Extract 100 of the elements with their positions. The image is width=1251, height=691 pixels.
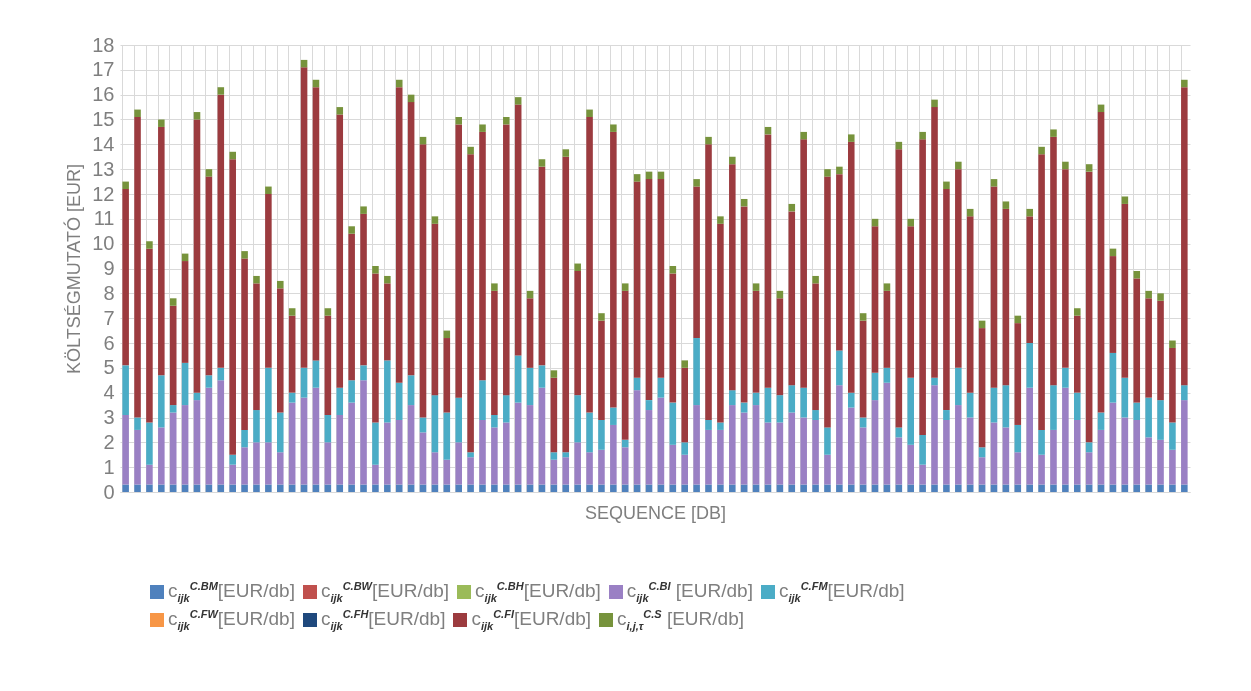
- bar: [538, 365, 546, 388]
- bar: [479, 380, 486, 420]
- bar: [1074, 419, 1081, 485]
- bar: [598, 320, 605, 420]
- bar: [372, 464, 379, 485]
- bar: [740, 412, 748, 485]
- bar: [978, 457, 986, 485]
- bar: [419, 432, 427, 485]
- bar: [1074, 392, 1081, 420]
- bar: [181, 405, 189, 485]
- bar: [1133, 484, 1141, 492]
- bar: [146, 248, 153, 423]
- bar: [776, 422, 784, 485]
- bar: [824, 169, 831, 177]
- bar: [1121, 203, 1129, 378]
- bar: [1062, 484, 1069, 492]
- bar: [550, 377, 558, 453]
- bar: [455, 397, 462, 443]
- bar: [241, 447, 248, 485]
- bar: [610, 484, 617, 492]
- bar: [1038, 146, 1045, 155]
- bar: [336, 114, 344, 388]
- y-tick-label: 8: [103, 281, 115, 304]
- y-tick-label: 2: [103, 430, 115, 453]
- bar: [705, 136, 712, 145]
- bar: [1145, 484, 1152, 492]
- bar: [955, 169, 962, 368]
- bar: [1062, 161, 1069, 170]
- bar: [836, 385, 843, 485]
- legend-label: c$_{ijk}$$^{C.FH}$[EUR/db]: [320, 608, 446, 633]
- bar: [1145, 437, 1152, 485]
- bar: [943, 181, 950, 190]
- bar: [348, 402, 355, 485]
- bar: [955, 484, 962, 492]
- bar: [1062, 367, 1069, 388]
- bar: [752, 283, 760, 291]
- bar: [205, 176, 213, 376]
- bar: [538, 159, 546, 167]
- bar: [169, 405, 177, 413]
- bar: [717, 216, 724, 224]
- bar: [1014, 452, 1022, 485]
- legend-label: c$_{ijk}$$^{C.BM}$[EUR/db]: [168, 580, 295, 605]
- bar: [419, 144, 427, 418]
- bar: [1014, 424, 1022, 453]
- bar: [1002, 385, 1010, 428]
- bar: [122, 181, 129, 190]
- bar: [336, 415, 344, 485]
- legend-label: c$_{ijk}$$^{C.BH}$[EUR/db]: [475, 580, 601, 605]
- bar: [1145, 397, 1152, 438]
- bar: [431, 395, 439, 453]
- bar: [669, 273, 677, 403]
- bar: [871, 400, 879, 485]
- bar: [586, 117, 593, 413]
- bar: [907, 484, 915, 492]
- bar: [514, 402, 522, 485]
- bar: [134, 109, 141, 118]
- bar: [836, 350, 843, 386]
- bar: [491, 427, 498, 485]
- bar: [384, 275, 391, 284]
- bar: [764, 134, 772, 388]
- bar: [360, 206, 367, 214]
- bar: [800, 139, 807, 388]
- bar: [158, 427, 165, 485]
- bar: [895, 437, 903, 485]
- bar: [562, 452, 570, 458]
- bar: [217, 94, 225, 368]
- bar: [621, 290, 629, 440]
- bar: [1133, 270, 1141, 279]
- bar: [324, 415, 332, 443]
- bar: [966, 208, 974, 217]
- bar: [955, 161, 962, 170]
- bar: [645, 179, 653, 401]
- bar: [1169, 347, 1176, 423]
- bar: [943, 484, 950, 492]
- bar: [241, 484, 248, 492]
- bar: [1145, 290, 1152, 299]
- bar: [479, 484, 486, 492]
- bar: [395, 79, 403, 88]
- bar: [1121, 196, 1129, 204]
- bar: [300, 367, 308, 398]
- bar: [229, 159, 236, 455]
- bar: [538, 387, 546, 485]
- bar: [740, 206, 748, 403]
- y-tick-label: 14: [92, 132, 115, 155]
- bar: [288, 392, 296, 403]
- bar: [1038, 454, 1045, 485]
- bar: [990, 422, 998, 485]
- bar: [693, 484, 700, 492]
- bar: [931, 99, 938, 108]
- bar: [455, 484, 462, 492]
- bar: [705, 144, 712, 420]
- bar: [621, 484, 629, 492]
- bar: [146, 484, 153, 492]
- y-axis-title: KÖLTSÉGMUTATÓ [EUR]: [63, 163, 85, 375]
- bar: [681, 367, 689, 443]
- bar: [491, 283, 498, 291]
- bar: [574, 270, 581, 396]
- bar: [503, 484, 510, 492]
- bar: [407, 102, 415, 376]
- bar: [717, 484, 724, 492]
